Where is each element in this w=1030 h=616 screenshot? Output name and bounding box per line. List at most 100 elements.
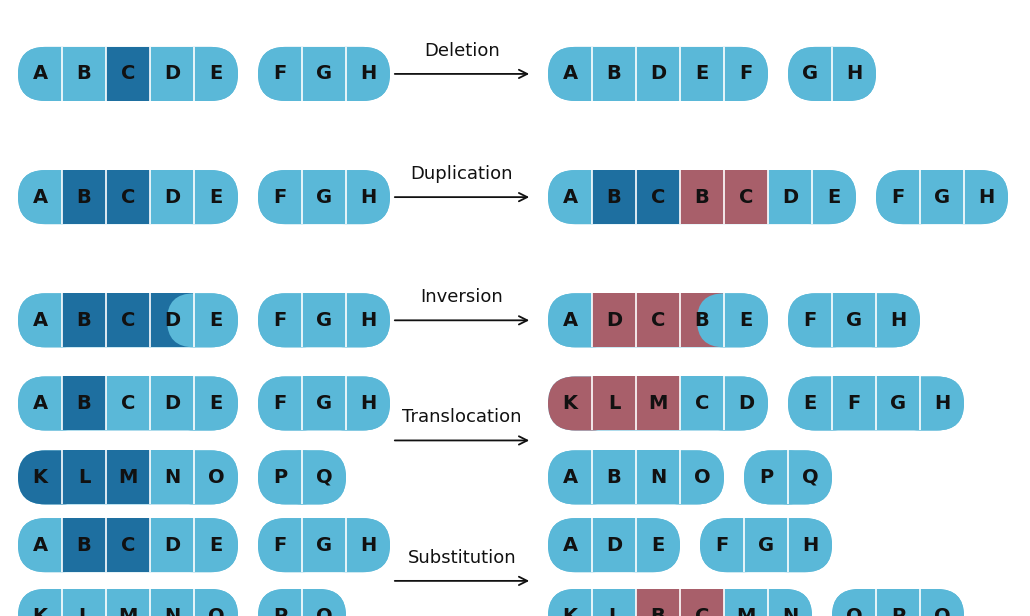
Text: M: M [648,394,667,413]
Text: G: G [846,311,862,330]
Text: G: G [934,188,950,206]
Text: K: K [562,394,578,413]
FancyBboxPatch shape [150,170,194,224]
Text: N: N [164,468,180,487]
Text: F: F [803,311,817,330]
Text: B: B [607,468,621,487]
FancyBboxPatch shape [680,170,724,224]
FancyBboxPatch shape [167,450,238,505]
FancyBboxPatch shape [680,47,724,101]
FancyBboxPatch shape [592,293,636,347]
Text: N: N [164,607,180,616]
Text: B: B [651,607,665,616]
FancyBboxPatch shape [548,170,619,224]
Text: P: P [759,468,774,487]
Text: C: C [695,607,710,616]
Text: Inversion: Inversion [420,288,504,306]
FancyBboxPatch shape [167,589,238,616]
Text: G: G [316,188,332,206]
Text: A: A [562,468,578,487]
FancyBboxPatch shape [275,450,346,505]
Text: A: A [32,65,47,83]
FancyBboxPatch shape [609,518,680,572]
FancyBboxPatch shape [106,589,150,616]
FancyBboxPatch shape [653,450,724,505]
FancyBboxPatch shape [876,170,947,224]
FancyBboxPatch shape [302,47,346,101]
Text: F: F [740,65,753,83]
FancyBboxPatch shape [788,47,876,101]
Text: O: O [208,468,225,487]
Text: G: G [316,65,332,83]
Text: H: H [359,65,376,83]
FancyBboxPatch shape [849,293,920,347]
FancyBboxPatch shape [18,170,238,224]
Text: L: L [78,607,91,616]
Text: F: F [716,536,728,554]
FancyBboxPatch shape [548,589,619,616]
Text: G: G [316,536,332,554]
FancyBboxPatch shape [893,376,964,431]
FancyBboxPatch shape [106,518,150,572]
FancyBboxPatch shape [592,47,636,101]
FancyBboxPatch shape [150,518,194,572]
Text: C: C [651,188,665,206]
Text: D: D [164,394,180,413]
FancyBboxPatch shape [319,518,390,572]
Text: O: O [846,607,862,616]
FancyBboxPatch shape [319,170,390,224]
Text: C: C [121,536,135,554]
FancyBboxPatch shape [680,589,724,616]
Text: N: N [650,468,666,487]
FancyBboxPatch shape [18,293,89,347]
FancyBboxPatch shape [302,376,346,431]
Text: D: D [782,188,798,206]
FancyBboxPatch shape [167,47,238,101]
Text: A: A [562,536,578,554]
Text: A: A [32,188,47,206]
FancyBboxPatch shape [680,293,724,347]
FancyBboxPatch shape [18,518,89,572]
Text: L: L [608,394,620,413]
FancyBboxPatch shape [18,47,238,101]
FancyBboxPatch shape [724,589,768,616]
Text: B: B [607,65,621,83]
Text: G: G [316,311,332,330]
FancyBboxPatch shape [258,376,390,431]
Text: B: B [76,536,92,554]
FancyBboxPatch shape [319,376,390,431]
FancyBboxPatch shape [258,518,390,572]
FancyBboxPatch shape [761,450,832,505]
FancyBboxPatch shape [258,518,329,572]
Text: Q: Q [315,607,333,616]
FancyBboxPatch shape [18,518,238,572]
FancyBboxPatch shape [832,293,875,347]
FancyBboxPatch shape [724,170,768,224]
Text: F: F [273,536,286,554]
Text: F: F [273,394,286,413]
Text: D: D [737,394,754,413]
FancyBboxPatch shape [150,376,194,431]
Text: M: M [118,607,138,616]
Text: G: G [758,536,775,554]
Text: B: B [76,394,92,413]
FancyBboxPatch shape [18,376,238,431]
Text: H: H [846,65,862,83]
Text: A: A [562,188,578,206]
Text: Q: Q [315,468,333,487]
FancyBboxPatch shape [275,589,346,616]
FancyBboxPatch shape [832,376,875,431]
FancyBboxPatch shape [937,170,1008,224]
FancyBboxPatch shape [788,293,920,347]
FancyBboxPatch shape [744,450,815,505]
FancyBboxPatch shape [680,376,724,431]
FancyBboxPatch shape [106,450,150,505]
FancyBboxPatch shape [319,47,390,101]
FancyBboxPatch shape [785,170,856,224]
Text: C: C [121,65,135,83]
FancyBboxPatch shape [788,47,859,101]
FancyBboxPatch shape [548,170,856,224]
Text: L: L [608,607,620,616]
Text: D: D [164,311,180,330]
FancyBboxPatch shape [258,589,346,616]
